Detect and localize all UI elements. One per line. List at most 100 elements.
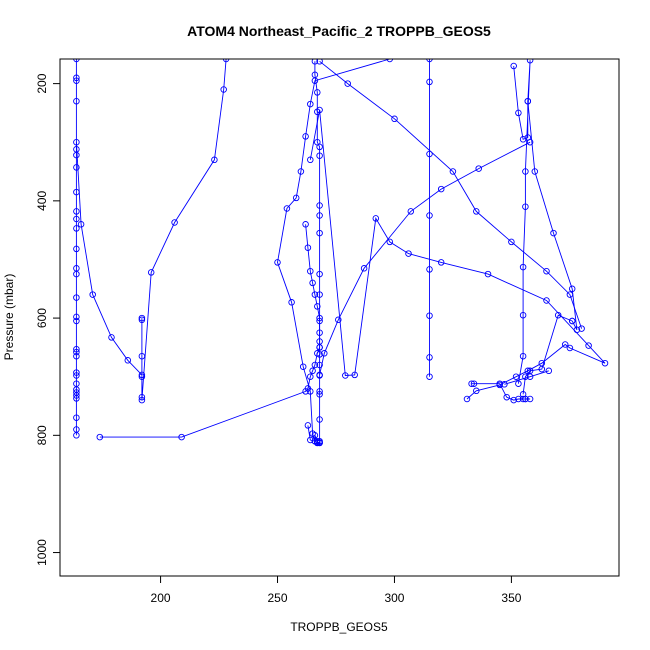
series-line	[504, 370, 549, 385]
data-point	[512, 373, 520, 380]
data-point	[147, 269, 155, 276]
data-point	[316, 391, 323, 398]
data-point	[470, 380, 478, 387]
data-point	[501, 381, 508, 388]
data-point	[437, 185, 445, 193]
data-point	[372, 215, 380, 222]
data-point	[124, 357, 132, 364]
data-point	[519, 263, 527, 271]
data-point	[386, 238, 394, 246]
y-tick-label: 1000	[35, 539, 49, 566]
data-point	[543, 297, 550, 304]
data-point	[220, 86, 227, 93]
data-point	[426, 212, 433, 219]
data-point	[316, 212, 323, 219]
data-point	[307, 156, 314, 164]
data-point	[515, 109, 522, 117]
data-point	[316, 152, 323, 159]
data-point	[297, 168, 305, 175]
data-point	[73, 225, 80, 232]
data-point	[316, 351, 323, 358]
data-point	[73, 395, 80, 402]
series-group	[73, 59, 609, 447]
data-point	[545, 367, 553, 375]
data-point	[73, 151, 80, 159]
data-point	[316, 59, 323, 65]
data-point	[473, 387, 480, 395]
chart-title: ATOM4 Northeast_Pacific_2 TROPPB_GEOS5	[187, 23, 491, 39]
series-line	[527, 101, 578, 331]
data-point	[463, 395, 471, 403]
data-point	[73, 345, 80, 353]
data-point	[138, 352, 146, 360]
data-point	[566, 344, 574, 352]
data-point	[73, 317, 80, 325]
data-point	[531, 168, 539, 175]
data-point	[316, 106, 323, 114]
data-point	[426, 312, 433, 319]
data-point	[519, 395, 527, 403]
data-point	[304, 422, 312, 429]
data-point	[426, 354, 433, 361]
data-point	[573, 326, 581, 334]
data-point	[496, 380, 503, 387]
data-point	[302, 221, 309, 228]
data-point	[108, 334, 115, 341]
data-point	[344, 80, 351, 87]
data-point	[316, 317, 323, 325]
data-point	[538, 365, 546, 373]
data-point	[426, 266, 433, 273]
data-point	[510, 396, 517, 404]
data-point	[73, 348, 80, 356]
data-point	[316, 344, 323, 351]
y-tick-label: 200	[35, 73, 49, 93]
data-point	[316, 291, 323, 298]
data-point	[314, 437, 321, 445]
data-point	[138, 396, 146, 404]
data-point	[171, 219, 178, 226]
data-point	[314, 89, 321, 96]
data-point	[526, 373, 534, 380]
data-point	[601, 359, 609, 367]
data-point	[73, 369, 80, 376]
data-point	[578, 325, 585, 332]
data-point	[407, 208, 415, 215]
data-point	[508, 238, 515, 246]
data-point	[307, 100, 314, 108]
data-point	[138, 316, 146, 324]
data-point	[311, 59, 319, 65]
data-point	[522, 373, 529, 380]
data-point	[351, 371, 358, 379]
data-point	[178, 433, 185, 441]
data-point	[316, 229, 323, 237]
data-point	[307, 373, 314, 380]
data-point	[73, 432, 80, 439]
data-point	[524, 134, 532, 141]
data-point	[316, 270, 323, 278]
data-point	[73, 97, 80, 105]
data-point	[360, 265, 368, 272]
data-point	[211, 156, 218, 164]
data-point	[519, 391, 527, 398]
data-point	[550, 229, 557, 237]
data-point	[73, 74, 80, 82]
data-point	[73, 352, 80, 360]
data-point	[316, 416, 323, 423]
data-point	[316, 388, 323, 395]
series-line	[471, 383, 531, 401]
data-point	[515, 395, 522, 403]
y-axis-label: Pressure (mbar)	[2, 274, 16, 361]
x-axis-label: TROPPB_GEOS5	[290, 620, 388, 634]
data-point	[311, 71, 319, 79]
data-point	[426, 373, 433, 380]
data-point	[73, 294, 80, 301]
data-point	[510, 62, 517, 70]
data-point	[73, 414, 80, 421]
data-point	[138, 371, 146, 379]
data-point	[426, 150, 433, 158]
data-point	[321, 350, 328, 357]
data-point	[515, 380, 522, 387]
data-point	[468, 380, 475, 387]
data-point	[73, 372, 80, 379]
